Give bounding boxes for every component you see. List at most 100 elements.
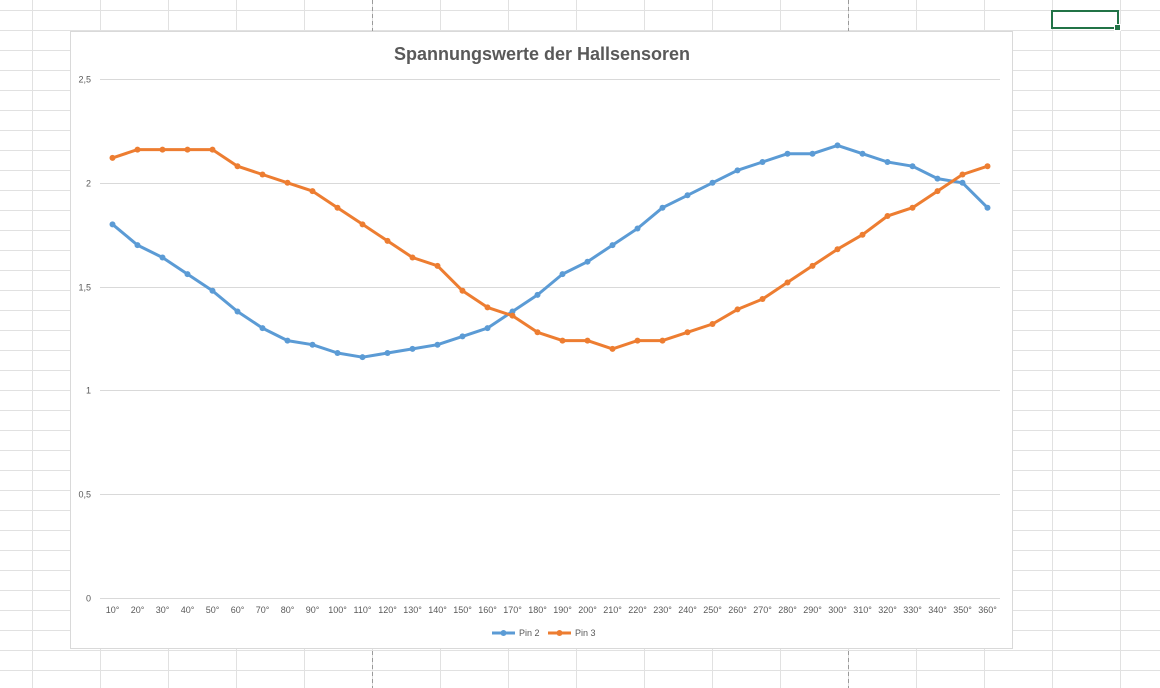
x-tick-label: 160° bbox=[478, 605, 497, 615]
data-point bbox=[734, 167, 741, 174]
data-point bbox=[809, 150, 816, 157]
x-tick-label: 10° bbox=[106, 605, 120, 615]
data-point bbox=[259, 325, 266, 332]
data-point bbox=[459, 287, 466, 294]
data-point bbox=[409, 254, 416, 261]
y-tick-label: 2,5 bbox=[78, 75, 91, 85]
data-point bbox=[709, 179, 716, 186]
data-point bbox=[434, 262, 441, 269]
data-point bbox=[484, 304, 491, 311]
x-tick-label: 20° bbox=[131, 605, 145, 615]
x-tick-label: 230° bbox=[653, 605, 672, 615]
selected-cell[interactable] bbox=[1051, 10, 1121, 31]
series-layer bbox=[109, 142, 991, 361]
gridlines bbox=[100, 79, 1000, 599]
y-tick-label: 1 bbox=[86, 386, 91, 396]
y-tick-label: 1,5 bbox=[78, 283, 91, 293]
legend-item: Pin 2 bbox=[492, 628, 540, 638]
data-point bbox=[859, 231, 866, 238]
data-point bbox=[784, 279, 791, 286]
x-tick-label: 60° bbox=[231, 605, 245, 615]
chart-title: Spannungswerte der Hallsensoren bbox=[394, 44, 690, 64]
legend-label: Pin 2 bbox=[519, 628, 540, 638]
series-line bbox=[111, 143, 989, 359]
x-tick-label: 190° bbox=[553, 605, 572, 615]
data-point bbox=[959, 179, 966, 186]
data-point bbox=[384, 350, 391, 357]
data-point bbox=[934, 175, 941, 182]
x-tick-label: 300° bbox=[828, 605, 847, 615]
data-point bbox=[334, 204, 341, 211]
data-point bbox=[184, 271, 191, 278]
data-point bbox=[184, 146, 191, 153]
x-tick-label: 280° bbox=[778, 605, 797, 615]
data-point bbox=[634, 225, 641, 232]
data-point bbox=[859, 150, 866, 157]
line-chart: 0 0,5 1 1,5 2 2,5 10° 20° 30° 40° 50° 60° 70° 80° 90°… bbox=[78, 44, 1000, 638]
x-tick-label: 140° bbox=[428, 605, 447, 615]
data-point bbox=[984, 204, 991, 211]
data-point bbox=[509, 312, 516, 319]
x-tick-label: 50° bbox=[206, 605, 220, 615]
legend-swatch-marker bbox=[500, 630, 507, 636]
data-point bbox=[309, 188, 316, 195]
data-point bbox=[759, 296, 766, 303]
x-tick-label: 180° bbox=[528, 605, 547, 615]
data-point bbox=[659, 337, 666, 344]
data-point bbox=[309, 341, 316, 348]
data-point bbox=[884, 213, 891, 220]
x-tick-label: 80° bbox=[281, 605, 295, 615]
chart-area[interactable]: 0 0,5 1 1,5 2 2,5 10° 20° 30° 40° 50° 60° 70° 80° 90°… bbox=[70, 31, 1013, 649]
data-point bbox=[584, 258, 591, 265]
x-tick-label: 330° bbox=[903, 605, 922, 615]
data-point bbox=[684, 329, 691, 336]
x-tick-label: 210° bbox=[603, 605, 622, 615]
x-tick-label: 150° bbox=[453, 605, 472, 615]
x-tick-label: 220° bbox=[628, 605, 647, 615]
data-point bbox=[159, 254, 166, 261]
data-point bbox=[909, 204, 916, 211]
data-point bbox=[709, 320, 716, 327]
x-tick-label: 310° bbox=[853, 605, 872, 615]
data-point bbox=[334, 350, 341, 357]
data-point bbox=[109, 154, 116, 161]
data-point bbox=[784, 150, 791, 157]
y-tick-label: 2 bbox=[86, 179, 91, 189]
y-tick-label: 0,5 bbox=[78, 490, 91, 500]
data-point bbox=[159, 146, 166, 153]
x-tick-label: 350° bbox=[953, 605, 972, 615]
data-point bbox=[759, 159, 766, 166]
x-tick-label: 90° bbox=[306, 605, 320, 615]
data-point bbox=[584, 337, 591, 344]
data-point bbox=[959, 171, 966, 178]
x-tick-label: 130° bbox=[403, 605, 422, 615]
x-tick-label: 170° bbox=[503, 605, 522, 615]
data-point bbox=[409, 345, 416, 352]
data-point bbox=[534, 291, 541, 298]
legend: Pin 2 Pin 3 bbox=[492, 628, 596, 638]
data-point bbox=[634, 337, 641, 344]
data-point bbox=[109, 221, 116, 228]
data-point bbox=[734, 306, 741, 313]
x-tick-label: 30° bbox=[156, 605, 170, 615]
x-tick-label: 40° bbox=[181, 605, 195, 615]
data-point bbox=[459, 333, 466, 340]
series-pin-3 bbox=[109, 146, 991, 352]
data-point bbox=[284, 179, 291, 186]
data-point bbox=[684, 192, 691, 199]
x-tick-label: 110° bbox=[354, 605, 372, 615]
data-point bbox=[809, 262, 816, 269]
fill-handle[interactable] bbox=[1114, 24, 1121, 31]
x-tick-label: 100° bbox=[328, 605, 347, 615]
data-point bbox=[834, 142, 841, 149]
x-tick-label: 240° bbox=[678, 605, 697, 615]
data-point bbox=[234, 163, 241, 170]
x-tick-label: 250° bbox=[703, 605, 722, 615]
x-tick-label: 340° bbox=[928, 605, 947, 615]
data-point bbox=[984, 163, 991, 170]
data-point bbox=[234, 308, 241, 315]
data-point bbox=[259, 171, 266, 178]
data-point bbox=[359, 221, 366, 228]
data-point bbox=[884, 159, 891, 166]
legend-swatch-marker bbox=[556, 630, 563, 636]
